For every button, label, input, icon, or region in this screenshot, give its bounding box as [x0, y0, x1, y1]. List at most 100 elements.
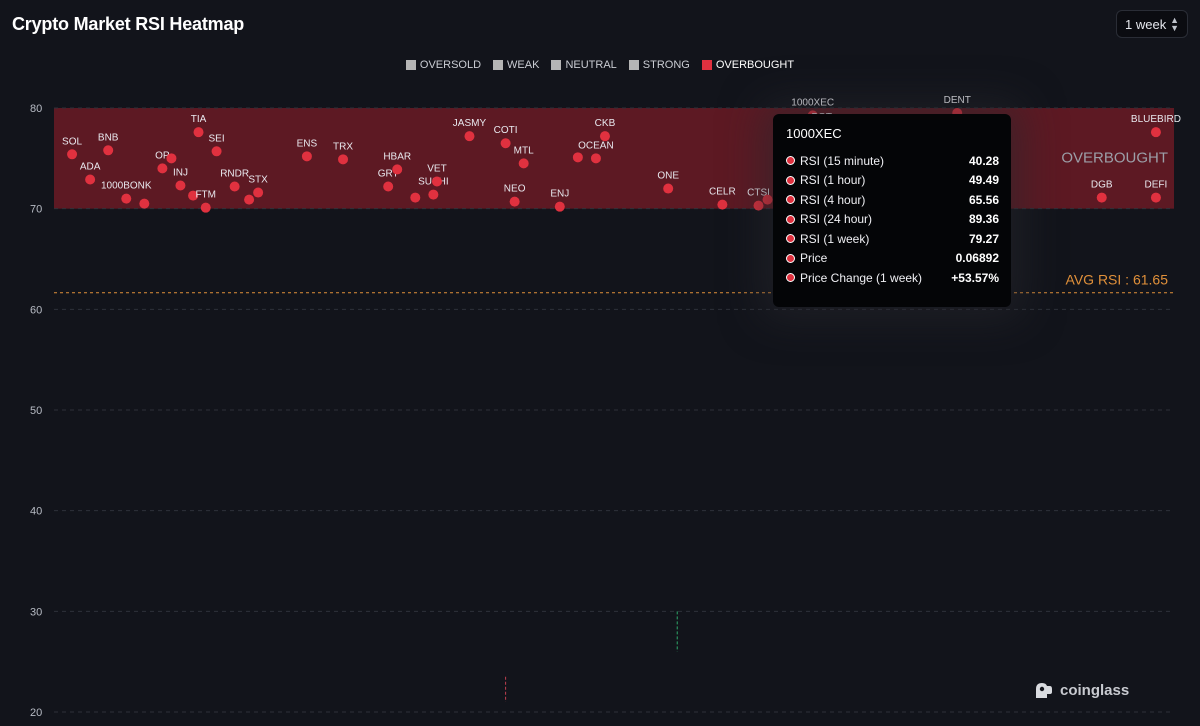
tooltip-row: Price Change (1 week) +53.57% [786, 268, 999, 288]
tooltip-row: RSI (1 hour) 49.49 [786, 171, 999, 191]
y-tick-label: 30 [30, 606, 42, 618]
legend-swatch [405, 60, 416, 70]
data-point [188, 190, 199, 201]
tooltip-row-value: 0.06892 [955, 251, 999, 266]
data-point [518, 158, 529, 169]
data-point [338, 154, 349, 165]
band-label: OVERBOUGHT [1061, 149, 1168, 166]
point-label: CKB [595, 118, 616, 129]
point-tooltip: 1000XEC RSI (15 minute) 40.28 RSI (1 hour)… [773, 114, 1011, 307]
period-select-value: 1 week [1125, 17, 1167, 32]
point-label: SOL [62, 136, 82, 147]
y-tick-label: 50 [30, 405, 42, 417]
y-tick-label: 70 [30, 204, 42, 216]
legend-label: OVERSOLD [419, 59, 482, 71]
data-point [67, 149, 78, 160]
tooltip-row-label: RSI (1 week) [800, 231, 870, 246]
legend-label: OVERBOUGHT [715, 59, 795, 71]
tooltip-row-value: 89.36 [968, 212, 999, 227]
point-label: MTL [514, 145, 534, 156]
data-point [663, 183, 674, 194]
chevron-updown-icon: ▲ ▼ [1170, 15, 1179, 33]
tooltip-row: RSI (15 minute) 40.28 [786, 151, 999, 171]
data-point [431, 176, 442, 187]
data-point [121, 193, 132, 204]
data-point [103, 145, 114, 156]
data-point [554, 201, 565, 212]
avg-rsi-label: AVG RSI : 61.65 [1066, 272, 1169, 288]
tooltip-row-label: RSI (1 hour) [800, 173, 866, 188]
point-label: CELR [709, 187, 736, 198]
point-label: ADA [80, 161, 101, 172]
tooltip-dot-icon [786, 253, 795, 263]
period-select[interactable]: 1 week ▲ ▼ [1116, 10, 1188, 38]
tooltip-row: Price 0.06892 [786, 249, 999, 269]
point-label: 1000XEC [791, 97, 834, 108]
point-label: JASMY [453, 118, 487, 129]
point-label: NEO [504, 184, 526, 195]
tooltip-dot-icon [786, 273, 795, 283]
data-point [253, 187, 264, 198]
tooltip-dot-icon [786, 195, 795, 205]
legend-item-oversold[interactable]: OVERSOLD [405, 59, 482, 71]
point-label: FTM [195, 190, 216, 201]
point-label: HBAR [383, 151, 411, 162]
legend-label: STRONG [642, 59, 690, 71]
tooltip-row-label: Price Change (1 week) [800, 270, 923, 285]
point-label: SEI [209, 133, 225, 144]
point-label: ONE [657, 171, 679, 182]
point-label: BLUEBIRD [1131, 114, 1181, 125]
legend-item-weak[interactable]: WEAK [493, 59, 539, 71]
point-label: OP [155, 150, 170, 161]
point-label: BNB [98, 132, 119, 143]
legend-swatch [701, 60, 712, 70]
data-point [392, 164, 403, 175]
data-point [175, 180, 186, 191]
data-point [383, 181, 394, 192]
legend-item-strong[interactable]: STRONG [628, 59, 690, 71]
tooltip-row-value: 49.49 [968, 173, 999, 188]
point-label: RNDR [220, 169, 249, 180]
data-point [244, 194, 255, 205]
data-point [85, 174, 96, 185]
data-point [717, 199, 728, 210]
data-point [1150, 192, 1161, 203]
data-point [500, 138, 511, 149]
point-label: GRT [378, 169, 399, 180]
tooltip-row-value: 79.27 [968, 231, 999, 246]
data-point [1150, 127, 1161, 138]
point-label: INJ [173, 168, 188, 179]
point-label: TIA [191, 114, 207, 125]
data-point [590, 153, 601, 164]
tooltip-rows: RSI (15 minute) 40.28 RSI (1 hour) 49.49 RSI… [786, 151, 999, 288]
data-point [166, 153, 177, 164]
legend-item-neutral[interactable]: NEUTRAL [551, 59, 617, 71]
data-point [509, 196, 520, 207]
legend-item-overbought[interactable]: OVERBOUGHT [701, 59, 795, 71]
point-label: ENJ [550, 189, 569, 200]
y-tick-label: 20 [30, 707, 42, 719]
tooltip-row-label: Price [800, 251, 828, 266]
chart-legend: OVERSOLD WEAK NEUTRAL STRONG OVERBOUGHT [0, 59, 1200, 71]
data-point [193, 127, 204, 138]
watermark-text: coinglass [1060, 681, 1130, 699]
data-point [572, 152, 583, 163]
data-point [211, 146, 222, 157]
tooltip-row-label: RSI (4 hour) [800, 192, 866, 207]
point-label: 1000BONK [101, 181, 152, 192]
legend-swatch [628, 60, 639, 70]
data-point [1096, 192, 1107, 203]
legend-swatch [493, 60, 504, 70]
point-label: DEFI [1145, 180, 1168, 191]
point-label: VET [427, 163, 446, 174]
y-tick-label: 40 [30, 506, 42, 518]
data-point [464, 131, 475, 142]
data-point [139, 198, 150, 209]
data-point [428, 189, 439, 200]
y-tick-label: 80 [30, 103, 42, 115]
legend-label: WEAK [507, 59, 540, 71]
y-tick-label: 60 [30, 304, 42, 316]
data-point [157, 163, 168, 174]
tooltip-row-label: RSI (15 minute) [800, 153, 885, 168]
